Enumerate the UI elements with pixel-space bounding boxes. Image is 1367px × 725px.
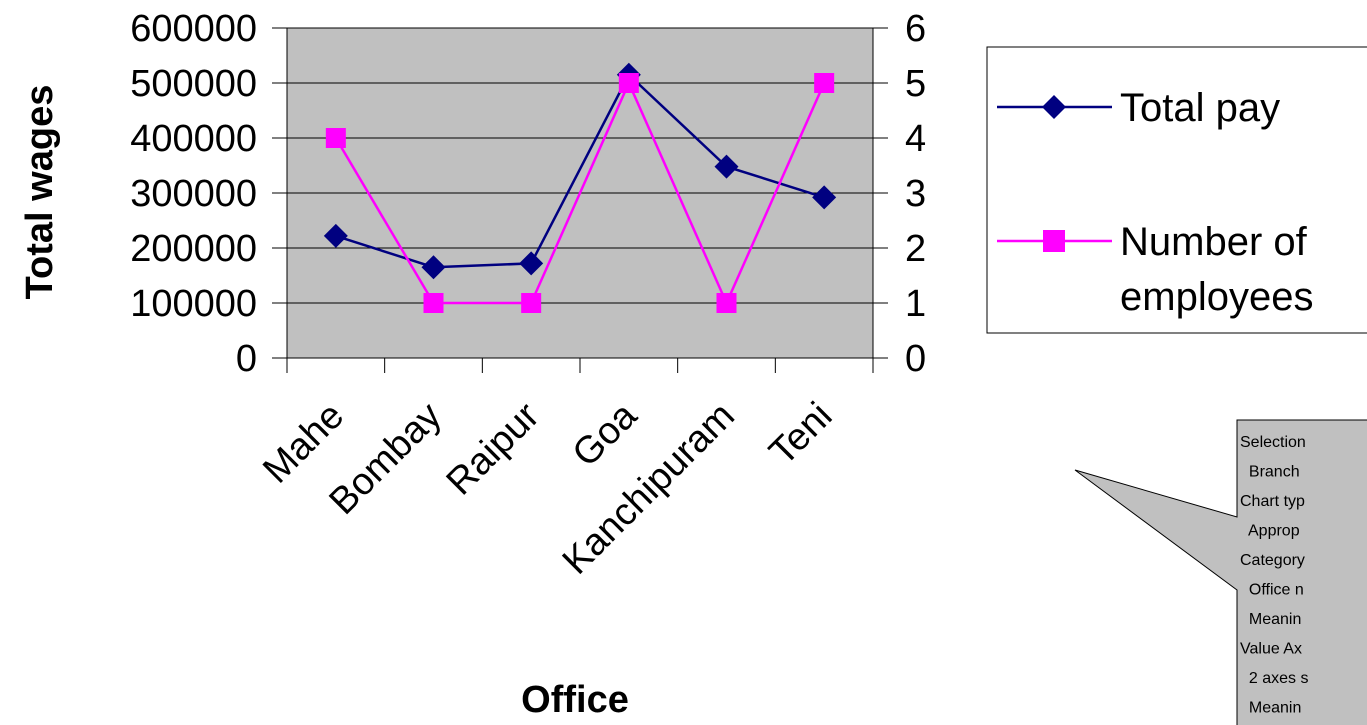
y-axis-title: Total wages: [19, 85, 61, 300]
legend-label-total-pay: Total pay: [1120, 86, 1280, 130]
series-employees: [325, 73, 835, 313]
data-point-square: [716, 293, 737, 313]
gridlines: [287, 27, 873, 304]
x-tick-label: Raipur: [439, 394, 548, 503]
callout-line: Chart typ: [1240, 493, 1305, 510]
legend-label-employees-line1: Number of: [1120, 220, 1308, 264]
legend: Total pay Number of employees: [986, 46, 1367, 334]
callout-line: Meanin: [1240, 611, 1301, 628]
y-tick-label: 300000: [130, 173, 257, 215]
data-point-square: [814, 73, 835, 93]
callout-line: Meanin: [1240, 700, 1301, 717]
legend-label-employees-line2: employees: [1120, 275, 1313, 319]
legend-marker-diamond: [1042, 95, 1066, 119]
data-point-square: [521, 293, 542, 313]
callout-line: Category: [1240, 552, 1305, 569]
callout-line: Value Ax: [1240, 641, 1302, 658]
y2-tick-label: 4: [905, 118, 926, 160]
y-axis-ticks: 0 100000 200000 300000 400000 500000 600000: [130, 8, 287, 380]
y2-tick-label: 6: [905, 8, 926, 50]
x-axis-title: Office: [521, 679, 629, 721]
y2-tick-label: 3: [905, 173, 926, 215]
legend-item-employees: Number of employees: [997, 220, 1313, 319]
callout-note: Selection Branch Chart typ Approp Category…: [1074, 419, 1367, 725]
x-tick-label: Teni: [762, 395, 841, 474]
callout-shape: [1074, 419, 1367, 725]
y-tick-label: 200000: [130, 228, 257, 270]
legend-item-total-pay: Total pay: [997, 86, 1280, 130]
y-tick-label: 0: [236, 338, 257, 380]
y-tick-label: 100000: [130, 283, 257, 325]
y-tick-label: 600000: [130, 8, 257, 50]
data-point-diamond: [421, 255, 446, 280]
callout-line: Approp: [1240, 523, 1300, 540]
y2-tick-label: 2: [905, 228, 926, 270]
data-point-diamond: [812, 185, 837, 210]
data-point-square: [325, 128, 346, 148]
callout-line: 2 axes s: [1240, 670, 1308, 687]
series-line: [335, 72, 825, 269]
legend-box: [986, 46, 1367, 334]
legend-marker-square: [1043, 230, 1065, 252]
x-tick-label: Kanchipuram: [555, 395, 743, 583]
y2-tick-label: 0: [905, 338, 926, 380]
y-tick-label: 500000: [130, 63, 257, 105]
y2-axis-ticks: 0 1 2 3 4 5 6: [873, 8, 926, 380]
y2-tick-label: 5: [905, 63, 926, 105]
data-point-square: [618, 73, 639, 93]
callout-line: Office n: [1240, 582, 1304, 599]
y2-tick-label: 1: [905, 283, 926, 325]
data-point-diamond: [323, 223, 348, 248]
data-point-square: [423, 293, 444, 313]
data-point-diamond: [714, 154, 739, 179]
callout-line: Selection: [1240, 434, 1306, 451]
x-tick-label: Goa: [565, 394, 646, 475]
callout-line: Branch: [1240, 464, 1300, 481]
y-tick-label: 400000: [130, 118, 257, 160]
data-point-diamond: [519, 251, 544, 276]
series-layer: [323, 62, 837, 313]
series-line: [334, 79, 826, 307]
